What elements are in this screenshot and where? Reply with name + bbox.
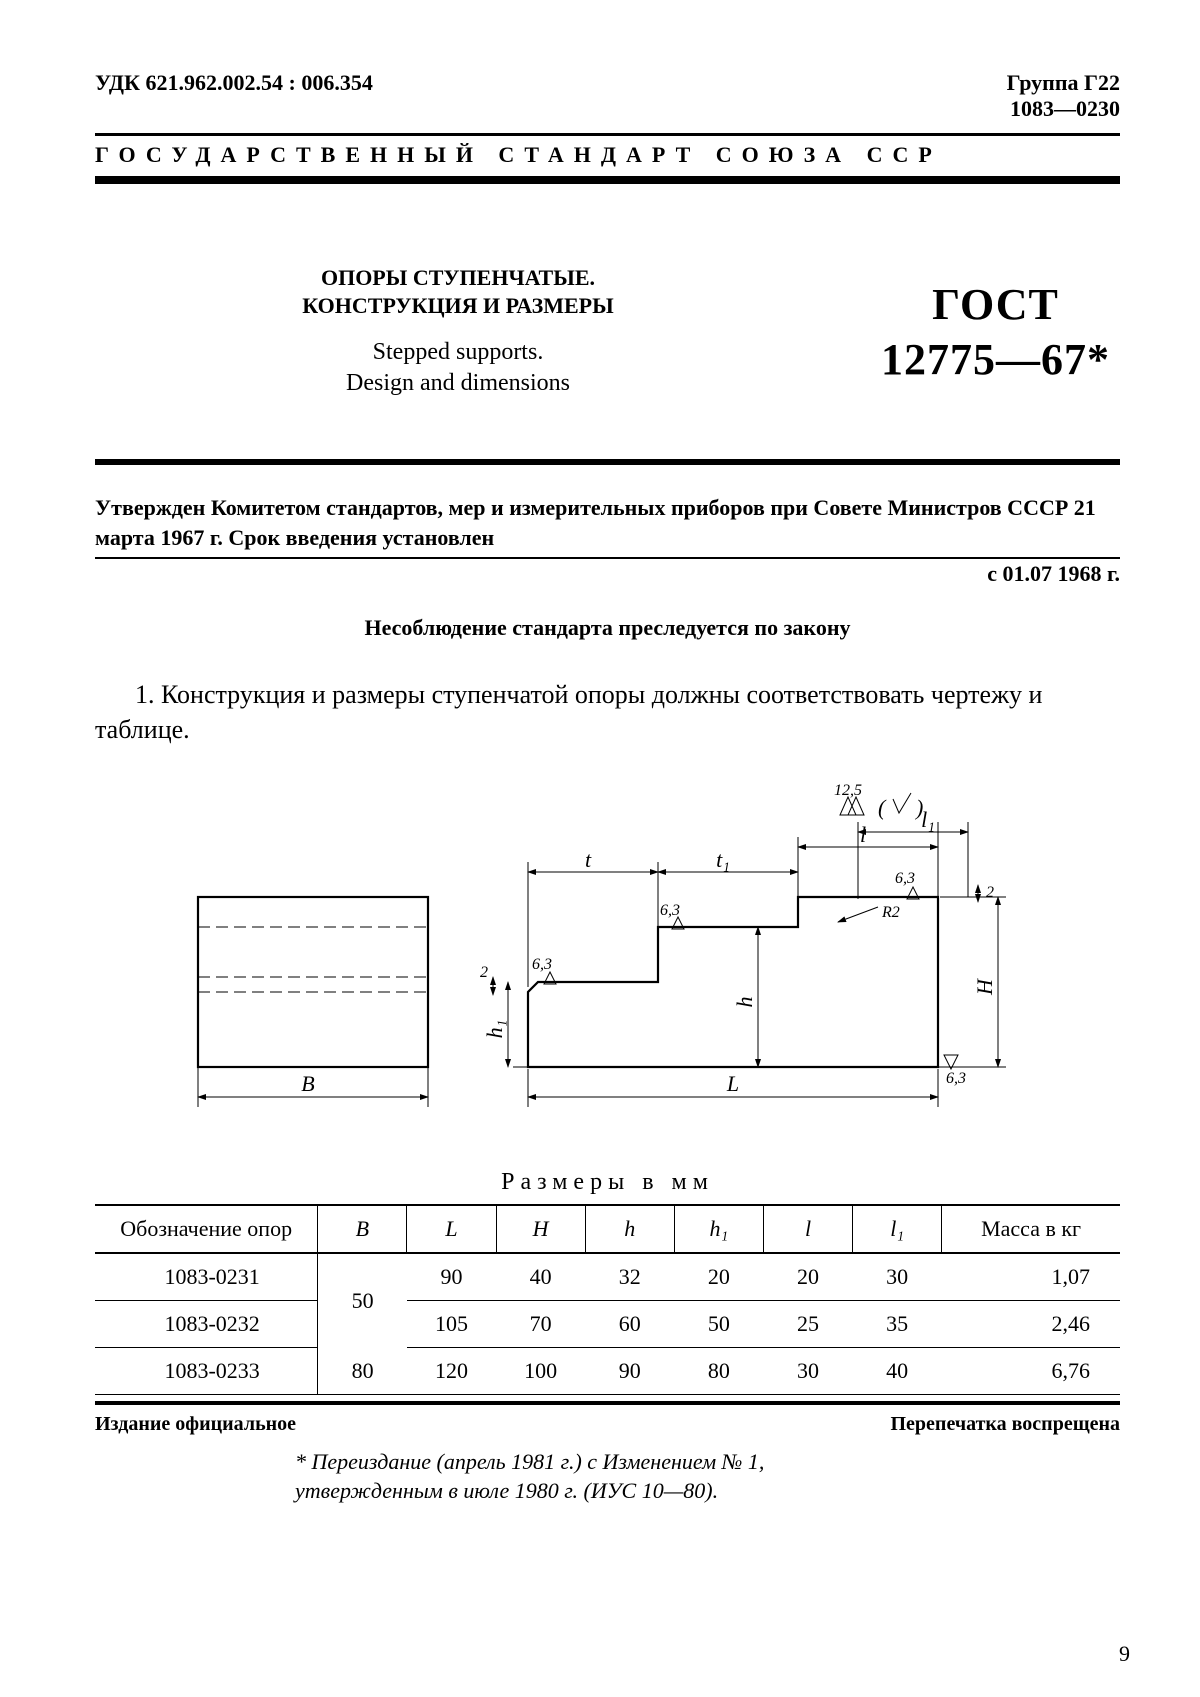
- dim-L: L: [725, 1071, 738, 1096]
- title-block: ОПОРЫ СТУПЕНЧАТЫЕ. КОНСТРУКЦИЯ И РАЗМЕРЫ…: [95, 264, 1120, 400]
- clause-1: 1. Конструкция и размеры ступенчатой опо…: [95, 677, 1120, 747]
- col-designation: Обозначение опор: [95, 1205, 318, 1253]
- footnote: * Переиздание (апрель 1981 г.) с Изменен…: [295, 1448, 1120, 1505]
- table-cell: 1083-0231: [95, 1253, 318, 1301]
- title-ru-1: ОПОРЫ СТУПЕНЧАТЫЕ.: [321, 265, 595, 290]
- table-cell: 32: [585, 1253, 674, 1301]
- header-row: УДК 621.962.002.54 : 006.354 Группа Г22 …: [95, 70, 1120, 123]
- table-cell: 70: [496, 1300, 585, 1347]
- table-cell: 6,76: [942, 1347, 1120, 1394]
- gost-word: ГОСТ: [881, 277, 1110, 332]
- footer-row: Издание официальное Перепечатка воспреще…: [95, 1413, 1120, 1436]
- title-ru-2: КОНСТРУКЦИЯ И РАЗМЕРЫ: [302, 293, 613, 318]
- rough-63-d: 6,3: [946, 1070, 966, 1087]
- dim-2b: 2: [480, 964, 488, 981]
- dim-H: H: [972, 978, 997, 996]
- title-left: ОПОРЫ СТУПЕНЧАТЫЕ. КОНСТРУКЦИЯ И РАЗМЕРЫ…: [95, 264, 821, 400]
- col-mass: Масса в кг: [942, 1205, 1120, 1253]
- col-h: h: [585, 1205, 674, 1253]
- table-cell: 30: [853, 1253, 942, 1301]
- page-number: 9: [1119, 1641, 1130, 1667]
- banner-text: ГОСУДАРСТВЕННЫЙ СТАНДАРТ СОЮЗА ССР: [95, 136, 1120, 174]
- rough-63-b: 6,3: [895, 870, 915, 887]
- group-code: Группа Г22: [1007, 70, 1120, 96]
- table-cell: 90: [585, 1347, 674, 1394]
- rule: [95, 1401, 1120, 1405]
- table-cell: 120: [407, 1347, 496, 1394]
- approval-since: с 01.07 1968 г.: [95, 557, 1120, 587]
- title-en: Stepped supports. Design and dimensions: [95, 337, 821, 399]
- rule: [95, 459, 1120, 465]
- dim-l1: l₁: [921, 807, 935, 832]
- title-right: ГОСТ 12775—67*: [881, 277, 1120, 387]
- title-ru: ОПОРЫ СТУПЕНЧАТЫЕ. КОНСТРУКЦИЯ И РАЗМЕРЫ: [95, 264, 821, 321]
- table-cell: 40: [853, 1347, 942, 1394]
- table-cell: 40: [496, 1253, 585, 1301]
- dim-t1: t₁: [716, 847, 730, 872]
- col-l1: l₁: [853, 1205, 942, 1253]
- svg-text:(: (: [878, 795, 887, 820]
- rough-63-a: 6,3: [660, 902, 680, 919]
- table-cell: 50: [318, 1253, 407, 1348]
- udk-code: УДК 621.962.002.54 : 006.354: [95, 70, 373, 96]
- table-cell: 1083-0232: [95, 1300, 318, 1347]
- table-cell: 2,46: [942, 1300, 1120, 1347]
- table-cell: 30: [763, 1347, 852, 1394]
- title-en-1: Stepped supports.: [373, 339, 544, 365]
- table-row: 1083-0231509040322020301,07: [95, 1253, 1120, 1301]
- dim-h: h: [732, 996, 757, 1007]
- table-cell: 35: [853, 1300, 942, 1347]
- table-cell: 20: [763, 1253, 852, 1301]
- col-l: l: [763, 1205, 852, 1253]
- rule: [95, 176, 1120, 184]
- col-H: H: [496, 1205, 585, 1253]
- dim-h1: h₁: [482, 1020, 507, 1039]
- rough-63-c: 6,3: [532, 956, 552, 973]
- footnote-l1: * Переиздание (апрель 1981 г.) с Изменен…: [295, 1449, 764, 1474]
- col-h1: h₁: [674, 1205, 763, 1253]
- table-cell: 80: [674, 1347, 763, 1394]
- law-warning: Несоблюдение стандарта преследуется по з…: [95, 615, 1120, 641]
- col-L: L: [407, 1205, 496, 1253]
- doc-code: 1083—0230: [1007, 96, 1120, 122]
- table-cell: 25: [763, 1300, 852, 1347]
- table-cell: 90: [407, 1253, 496, 1301]
- radius-R2: R2: [881, 904, 900, 921]
- technical-drawing: B 12,5 ( ) t t₁ l l₁: [158, 777, 1058, 1147]
- dim-l: l: [859, 822, 865, 847]
- col-B: B: [318, 1205, 407, 1253]
- footer-left: Издание официальное: [95, 1413, 296, 1436]
- dimensions-table: Обозначение опор B L H h h₁ l l₁ Масса в…: [95, 1204, 1120, 1395]
- header-right: Группа Г22 1083—0230: [1007, 70, 1120, 123]
- table-caption: Размеры в мм: [95, 1169, 1120, 1196]
- dim-2a: 2: [986, 884, 994, 901]
- table-cell: 1,07: [942, 1253, 1120, 1301]
- table-cell: 50: [674, 1300, 763, 1347]
- table-row: 1083-0232 10570605025352,46: [95, 1300, 1120, 1347]
- table-header-row: Обозначение опор B L H h h₁ l l₁ Масса в…: [95, 1205, 1120, 1253]
- dim-t: t: [584, 847, 591, 872]
- gost-number: 12775—67*: [881, 332, 1110, 387]
- table-cell: 1083-0233: [95, 1347, 318, 1394]
- rough-125: 12,5: [834, 782, 862, 799]
- footnote-l2: утвержденным в июле 1980 г. (ИУС 10—80).: [295, 1478, 718, 1503]
- dim-B: B: [301, 1071, 314, 1096]
- table-cell: 20: [674, 1253, 763, 1301]
- title-en-2: Design and dimensions: [346, 370, 570, 396]
- table-cell: 105: [407, 1300, 496, 1347]
- page: УДК 621.962.002.54 : 006.354 Группа Г22 …: [0, 0, 1200, 1697]
- table-cell: 60: [585, 1300, 674, 1347]
- table-row: 1083-023380120100908030406,76: [95, 1347, 1120, 1394]
- approval-text: Утвержден Комитетом стандартов, мер и из…: [95, 493, 1120, 552]
- footer-right: Перепечатка воспрещена: [891, 1413, 1121, 1436]
- table-cell: 100: [496, 1347, 585, 1394]
- table-cell: 80: [318, 1347, 407, 1394]
